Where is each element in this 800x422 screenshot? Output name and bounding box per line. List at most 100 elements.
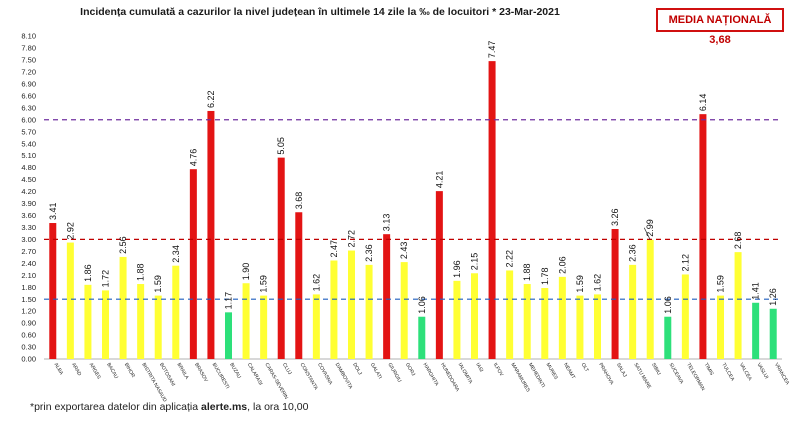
y-tick-label: 0.60 [21,331,36,340]
data-label: 1.86 [83,264,93,282]
category-label: GALATI [369,362,383,380]
data-label: 2.92 [65,222,75,240]
data-label: 1.06 [417,296,427,314]
category-label: ILFOV [492,362,505,378]
y-tick-label: 4.50 [21,175,36,184]
y-tick-label: 2.70 [21,247,36,256]
bar-ilfov [488,61,496,359]
bar-calarasi [242,283,250,359]
y-tick-label: 7.50 [21,56,36,65]
data-label: 5.05 [276,137,286,155]
footnote-suffix: , la ora 10,00 [247,401,309,413]
bar-mehedinti [523,284,531,359]
y-tick-label: 3.30 [21,223,36,232]
y-tick-label: 7.80 [21,44,36,53]
data-label: 7.47 [487,41,497,59]
bar-bihor [119,256,127,359]
y-tick-label: 0.30 [21,343,36,352]
data-label: 1.88 [522,264,532,282]
category-label: VASLUI [755,362,769,380]
bar-cluj [277,157,285,359]
data-labels: 3.41 2.92 1.86 1.72 2.56 1.88 1.59 2.34 4.76 6.22… [48,41,778,314]
data-label: 1.17 [224,292,234,310]
data-label: 1.62 [593,274,603,292]
bar-galati [365,264,373,359]
y-tick-label: 8.10 [21,32,36,41]
category-label: ARAD [70,362,82,377]
data-label: 6.22 [206,90,216,108]
category-label: SIBIU [650,362,662,377]
y-tick-label: 2.40 [21,259,36,268]
y-tick-label: 7.20 [21,67,36,76]
national-average-badge: MEDIA NAȚIONALĂ 3,68 [656,8,784,46]
category-label: SUCEAVA [668,362,685,386]
y-tick-label: 3.90 [21,199,36,208]
bar-bucuresti [207,110,215,360]
category-label: HUNEDOARA [439,362,461,393]
data-label: 1.06 [663,296,673,314]
data-label: 2.43 [399,242,409,260]
data-label: 1.88 [136,264,146,282]
bar-bacau [102,290,109,359]
bar-alba [49,223,57,359]
y-tick-label: 0.00 [21,355,36,364]
bar-salaj [611,229,619,359]
bar-satu-mare [629,264,637,359]
data-label: 1.59 [716,275,726,293]
bar-timis [699,114,707,360]
bar-vrancea [769,308,777,359]
bar-giurgiu [383,234,391,359]
data-label: 4.76 [188,149,198,167]
data-label: 1.72 [101,270,111,288]
data-label: 2.15 [470,253,480,271]
y-tick-label: 4.20 [21,187,36,196]
data-label: 2.34 [171,245,181,263]
category-label: BUZAU [228,362,242,380]
data-label: 3.41 [48,202,58,220]
y-tick-label: 5.70 [21,127,36,136]
category-label: COVASNA [316,362,334,386]
data-label: 2.72 [347,230,357,248]
data-label: 1.96 [452,260,462,278]
bar-tulcea [717,295,724,359]
chart-title: Incidența cumulată a cazurilor la nivel … [80,6,560,18]
data-label: 1.78 [540,267,550,285]
category-label: IALOMITA [457,362,474,385]
data-label: 1.59 [259,275,269,293]
data-label: 1.59 [575,275,585,293]
y-tick-label: 1.80 [21,283,36,292]
bars-group [49,61,777,360]
bar-hunedoara [435,191,443,359]
bar-maramures [506,270,514,359]
category-label: CALARASI [246,362,264,386]
y-tick-label: 6.30 [21,103,36,112]
category-label: ARGES [88,362,102,381]
category-label: NEAMT [562,362,576,380]
bar-dolj [348,250,355,359]
category-label: MEHEDINTI [527,362,546,389]
category-label: BOTOSANI [158,362,176,387]
bar-braila [172,265,180,359]
bar-caras-severin [260,295,268,359]
category-label: MARAMURES [509,362,531,394]
data-label: 3.68 [294,192,304,210]
y-axis: 0.00 0.30 0.60 0.90 1.20 1.50 1.80 2.10 2.40 2.70… [21,32,782,364]
y-tick-label: 6.00 [21,115,36,124]
data-label: 2.47 [329,240,339,258]
category-label: OLT [580,362,590,373]
bar-gorj [400,262,408,359]
category-label: DOLJ [351,362,363,377]
category-label: MURES [545,362,560,381]
footnote-app-name: alerte.ms [201,401,248,413]
bar-constanta [295,212,303,359]
y-tick-label: 2.10 [21,271,36,280]
category-label: CONSTANTA [299,362,320,392]
bar-iasi [471,273,478,359]
bar-mures [541,288,549,359]
data-label: 1.62 [311,274,321,292]
data-label: 2.99 [645,219,655,237]
category-label: VALCEA [738,362,753,382]
category-label: BRAILA [176,362,190,381]
data-label: 1.90 [241,263,251,281]
